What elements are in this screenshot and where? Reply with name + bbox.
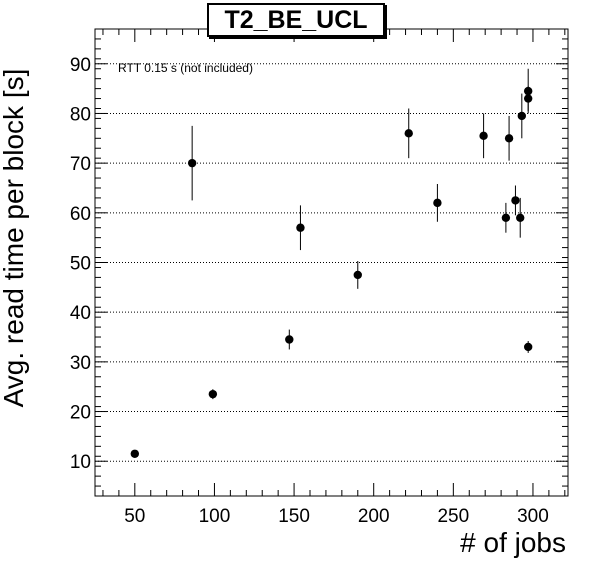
- point-marker: [404, 129, 413, 138]
- chart-title: T2_BE_UCL: [207, 3, 385, 37]
- point-marker: [208, 389, 218, 399]
- y-tick-label: 50: [70, 254, 91, 275]
- point-marker: [501, 213, 511, 222]
- data-point: [187, 125, 197, 201]
- point-marker: [433, 198, 442, 208]
- point-marker: [479, 131, 488, 141]
- x-tick-label: 50: [124, 506, 145, 527]
- y-tick-label: 30: [70, 353, 91, 374]
- data-point: [501, 202, 511, 233]
- data-point: [433, 184, 442, 222]
- point-marker: [511, 196, 520, 205]
- data-point: [208, 389, 218, 400]
- y-tick-label: 40: [70, 303, 91, 324]
- tick-labels: 10 20 30 40 50 60 70 80 90 50 100 150 200 250 300: [70, 55, 549, 527]
- x-axis-label: # of jobs: [460, 527, 566, 558]
- data-point: [523, 340, 533, 353]
- data-point: [516, 197, 525, 238]
- point-marker: [517, 111, 527, 121]
- point-marker: [516, 213, 525, 222]
- data-point: [517, 93, 527, 139]
- data-point: [511, 185, 520, 216]
- x-tick-label: 300: [517, 506, 549, 527]
- point-marker: [296, 223, 305, 232]
- data-points: [130, 68, 533, 458]
- point-marker: [523, 94, 533, 103]
- data-point: [523, 86, 533, 111]
- point-marker: [523, 342, 533, 352]
- data-point: [404, 108, 413, 159]
- y-tick-label: 90: [70, 55, 91, 76]
- x-tick-label: 250: [437, 506, 469, 527]
- x-tick-label: 200: [358, 506, 390, 527]
- data-point: [479, 113, 488, 159]
- data-point: [285, 329, 294, 350]
- point-marker: [504, 134, 514, 143]
- point-marker: [285, 335, 294, 344]
- y-tick-label: 60: [70, 204, 91, 225]
- x-tick-label: 100: [199, 506, 231, 527]
- data-point: [353, 261, 362, 289]
- data-point: [130, 449, 140, 458]
- point-marker: [130, 449, 140, 458]
- y-tick-label: 70: [70, 154, 91, 175]
- grid-lines: [95, 63, 568, 462]
- point-marker: [187, 158, 197, 168]
- data-point: [296, 205, 305, 251]
- data-point: [504, 115, 514, 161]
- point-marker: [353, 270, 362, 280]
- annotation-text: RTT 0.15 s (not included): [118, 61, 253, 75]
- y-tick-label: 20: [70, 403, 91, 424]
- y-tick-label: 80: [70, 104, 91, 125]
- y-tick-label: 10: [70, 452, 91, 473]
- x-tick-label: 150: [278, 506, 310, 527]
